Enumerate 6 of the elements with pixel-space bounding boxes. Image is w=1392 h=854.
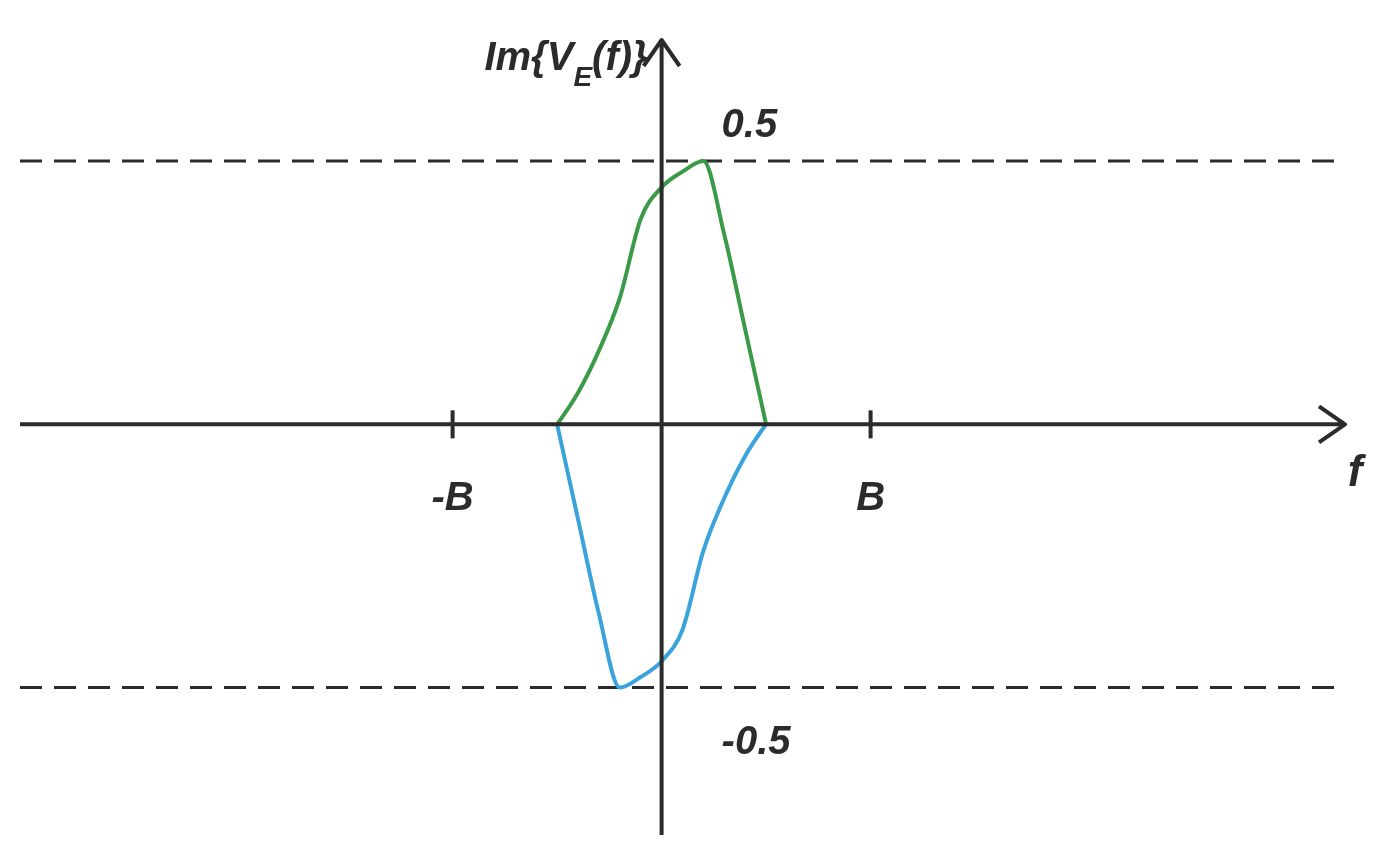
ref-line-label: 0.5 [721, 101, 778, 146]
x-axis-title: f [1347, 446, 1367, 496]
x-tick-label: -B [431, 474, 474, 519]
y-axis-title: Im{V$_{E}$(f)} [484, 34, 648, 92]
x-tick-label: B [856, 474, 886, 519]
ref-line-label: -0.5 [721, 717, 792, 762]
